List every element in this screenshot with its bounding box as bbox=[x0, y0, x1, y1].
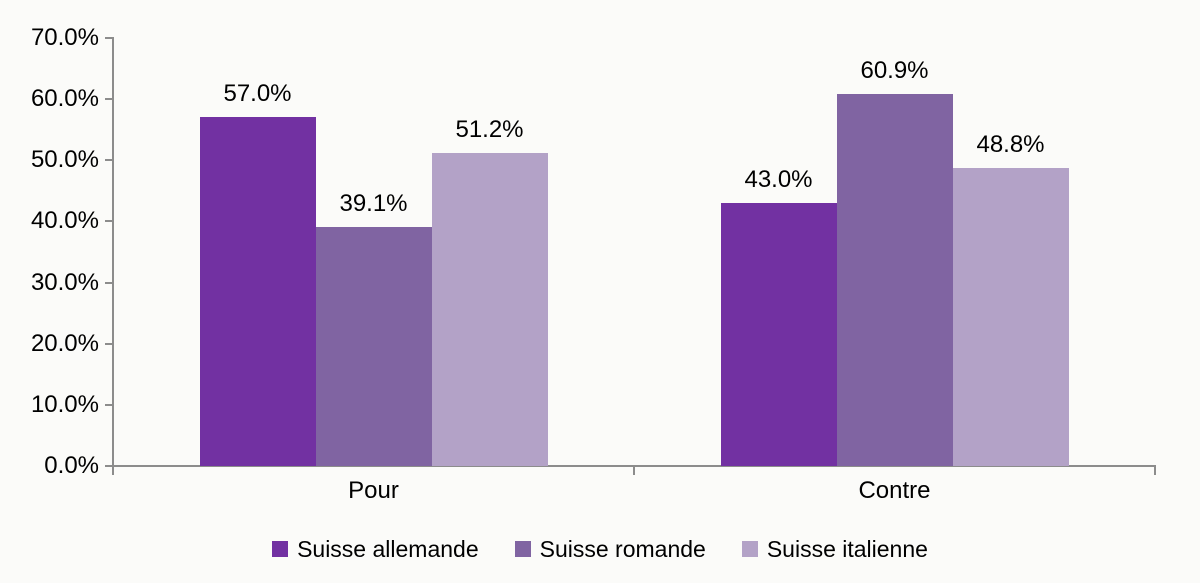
bar bbox=[199, 117, 316, 466]
legend-item: Suisse romande bbox=[514, 536, 706, 562]
legend-item: Suisse allemande bbox=[272, 536, 479, 562]
y-axis-tick-label: 0.0% bbox=[44, 452, 99, 479]
y-axis-tick-label: 30.0% bbox=[30, 268, 99, 296]
y-axis-tick-label: 70.0% bbox=[30, 24, 99, 51]
legend-swatch-icon bbox=[741, 541, 758, 557]
y-axis-tick-label: 50.0% bbox=[30, 146, 99, 174]
y-axis-tick bbox=[105, 37, 113, 39]
x-axis-tick bbox=[112, 467, 114, 475]
bar-value-label: 60.9% bbox=[860, 56, 929, 84]
y-axis-tick-label: 60.0% bbox=[30, 85, 99, 113]
bar-value-label: 43.0% bbox=[744, 166, 813, 194]
y-axis-tick-label: 40.0% bbox=[30, 207, 99, 235]
y-axis-tick bbox=[105, 465, 113, 467]
legend-item: Suisse italienne bbox=[741, 536, 928, 562]
y-axis-tick-label: 20.0% bbox=[30, 329, 99, 357]
legend: Suisse allemande Suisse romande Suisse ita… bbox=[0, 536, 1200, 562]
legend-label: Suisse allemande bbox=[297, 536, 479, 562]
legend-swatch-icon bbox=[272, 541, 289, 557]
legend-swatch-icon bbox=[514, 541, 531, 557]
y-axis-tick bbox=[105, 220, 113, 223]
bar bbox=[836, 93, 953, 466]
y-axis-tick bbox=[105, 403, 113, 406]
bar-value-label: 51.2% bbox=[455, 115, 524, 143]
y-axis-tick bbox=[105, 342, 113, 345]
y-axis-tick bbox=[105, 98, 113, 101]
x-axis-tick bbox=[633, 467, 635, 475]
bar-value-label: 39.1% bbox=[339, 189, 408, 217]
y-axis-tick bbox=[105, 281, 113, 284]
bar-value-label: 48.8% bbox=[976, 130, 1045, 158]
category-label: Pour bbox=[348, 477, 399, 504]
legend-label: Suisse italienne bbox=[766, 536, 928, 562]
bar bbox=[720, 203, 837, 466]
y-axis-tick-label: 10.0% bbox=[30, 390, 99, 418]
legend-label: Suisse romande bbox=[539, 536, 706, 562]
bar bbox=[952, 167, 1069, 466]
y-axis-line bbox=[112, 37, 114, 467]
bar bbox=[431, 152, 548, 466]
x-axis-tick bbox=[1154, 467, 1156, 475]
x-axis-line bbox=[112, 465, 1156, 467]
bar-value-label: 57.0% bbox=[223, 80, 292, 108]
bar bbox=[315, 226, 432, 466]
y-axis-tick bbox=[105, 159, 113, 162]
category-label: Contre bbox=[858, 477, 931, 504]
